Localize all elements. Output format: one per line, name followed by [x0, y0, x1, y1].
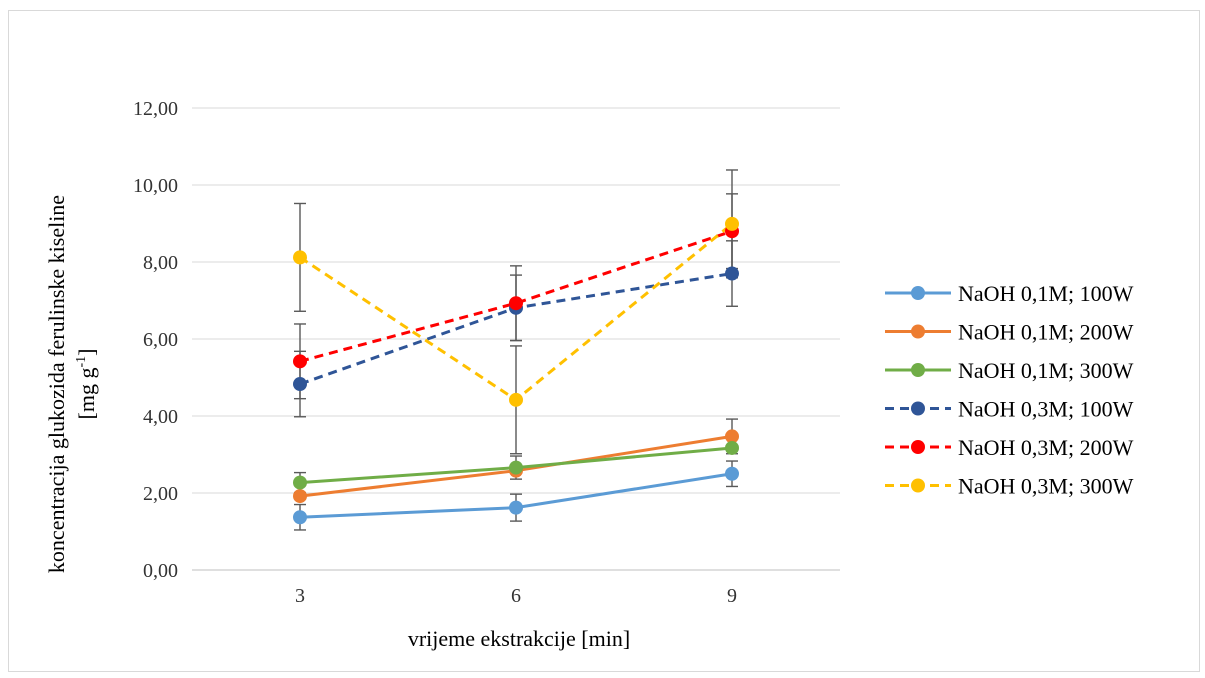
- data-point: [293, 250, 307, 265]
- y-tick-label: 0,00: [143, 560, 178, 582]
- data-point: [293, 510, 307, 525]
- legend-marker: [911, 324, 925, 339]
- y-tick-label: 10,00: [133, 175, 178, 197]
- y-axis-title-line2: [mg g-1]: [74, 349, 99, 420]
- legend: NaOH 0,1M; 100W NaOH 0,1M; 200W NaOH 0,1M;…: [885, 281, 1134, 499]
- x-tick-label: 9: [727, 585, 737, 607]
- data-point: [509, 392, 523, 407]
- legend-label: NaOH 0,3M; 100W: [958, 397, 1134, 422]
- x-axis-ticks: 3 6 9: [295, 585, 737, 607]
- data-point: [725, 216, 739, 231]
- legend-label: NaOH 0,1M; 100W: [958, 281, 1134, 306]
- y-tick-label: 2,00: [143, 483, 178, 505]
- chart-area: [8, 10, 1200, 672]
- data-point: [293, 377, 307, 392]
- series-line: [299, 229, 733, 363]
- data-point: [725, 429, 739, 444]
- y-axis-title-line1: koncentracija glukozida ferulinske kisel…: [44, 195, 69, 573]
- y-tick-label: 12,00: [133, 98, 178, 120]
- legend-marker: [911, 478, 925, 493]
- data-point: [509, 460, 523, 475]
- data-point: [293, 354, 307, 369]
- legend-marker: [911, 440, 925, 454]
- legend-label: NaOH 0,1M; 200W: [958, 320, 1134, 345]
- y-tick-label: 6,00: [143, 329, 178, 351]
- legend-marker: [911, 401, 925, 416]
- legend-label: NaOH 0,3M; 300W: [958, 474, 1134, 499]
- y-tick-label: 4,00: [143, 406, 178, 428]
- data-points: [293, 216, 739, 525]
- y-axis-ticks: 0,00 2,00 4,00 6,00 8,00 10,00 12,00: [133, 98, 178, 582]
- data-point: [509, 296, 523, 311]
- legend-marker: [911, 286, 925, 300]
- x-tick-label: 6: [511, 585, 521, 607]
- x-tick-label: 3: [295, 585, 305, 607]
- data-point: [509, 500, 523, 515]
- data-point: [725, 440, 739, 455]
- legend-label: NaOH 0,3M; 200W: [958, 435, 1134, 460]
- data-point: [293, 475, 307, 490]
- data-point: [293, 489, 307, 504]
- data-point: [725, 266, 739, 281]
- legend-label: NaOH 0,1M; 300W: [958, 358, 1134, 383]
- y-tick-label: 8,00: [143, 252, 178, 274]
- y-axis-title: koncentracija glukozida ferulinske kisel…: [44, 195, 99, 573]
- legend-marker: [911, 363, 925, 377]
- data-point: [725, 466, 739, 481]
- x-axis-title: vrijeme ekstrakcije [min]: [408, 626, 630, 651]
